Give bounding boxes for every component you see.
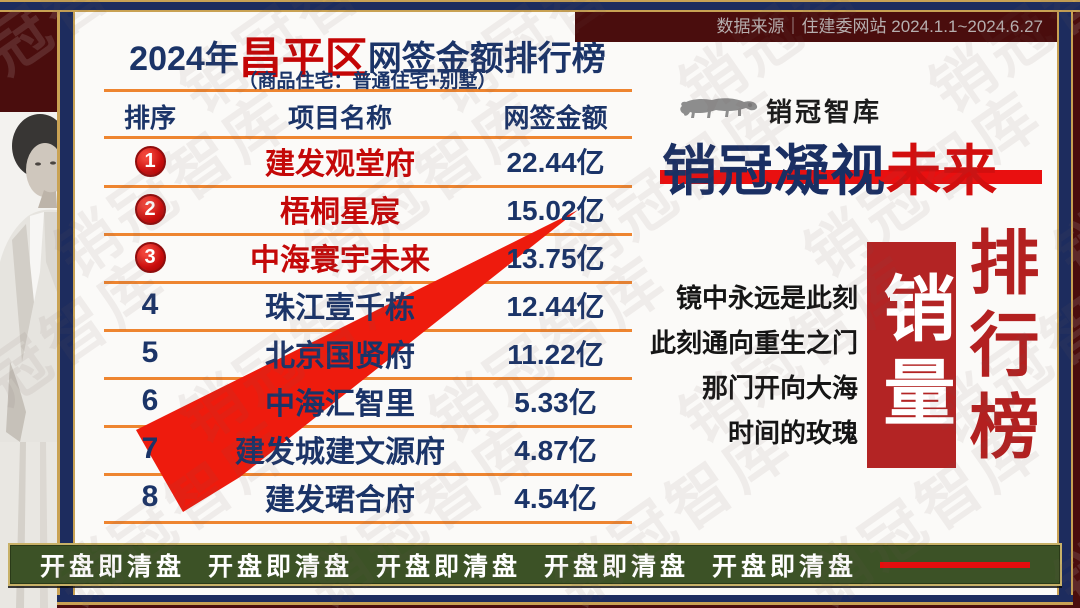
slogan-main-text: 销冠凝视: [662, 140, 887, 202]
page-subtitle: （商品住宅：普通住宅+别墅）: [238, 71, 497, 92]
table-row: 7 建发城建文源府 4.87亿: [100, 425, 636, 473]
rank-badge: 2: [134, 193, 166, 225]
page-title: 2024年昌平区网签金额排行榜: [95, 24, 640, 86]
leopard-logo-icon: [680, 98, 758, 118]
slogan-underline-bar: [660, 170, 1042, 184]
poem-line: 此刻通向重生之门: [649, 328, 858, 358]
project-name: 中海寰宇未来: [250, 244, 430, 277]
table-row: 1 建发观堂府 22.44亿: [100, 137, 636, 185]
poem-line: 那门开向大海: [701, 373, 858, 403]
footer-red-line: [880, 561, 1030, 568]
bottom-frame-border: [57, 595, 1073, 605]
footer-slogan: 开盘即清盘: [40, 553, 186, 581]
column-header-rank: 排序: [123, 102, 176, 133]
table-row: 5 北京国贤府 11.22亿: [100, 329, 636, 377]
column-header-name: 项目名称: [287, 102, 392, 133]
footer-slogan: 开盘即清盘: [544, 553, 690, 581]
rank-number: 7: [141, 432, 159, 465]
project-name: 建发观堂府: [265, 148, 415, 181]
rank-number: 8: [141, 480, 159, 513]
table-divider: [104, 136, 632, 139]
sales-red-box: 销量: [867, 242, 956, 468]
signed-amount: 11.22亿: [507, 339, 604, 370]
top-frame-band: [0, 0, 1080, 12]
footer-slogan: 开盘即清盘: [376, 553, 522, 581]
right-frame-border: [1057, 12, 1073, 604]
project-name: 珠江壹千栋: [265, 292, 415, 325]
project-name: 梧桐星宸: [280, 196, 400, 229]
signed-amount: 15.02亿: [506, 195, 605, 226]
rank-number: 4: [141, 288, 159, 321]
table-row: 8 建发珺合府 4.54亿: [100, 473, 636, 521]
rank-badge: 1: [134, 145, 166, 177]
table-header-row: 排序 项目名称 网签金额: [100, 96, 636, 136]
slogan-accent-text: 未来: [886, 140, 999, 202]
signed-amount: 22.44亿: [506, 147, 605, 178]
table-row: 6 中海汇智里 5.33亿: [100, 377, 636, 425]
footer-slogan: 开盘即清盘: [712, 553, 858, 581]
sales-box-text: 销量: [872, 271, 952, 439]
poem-line: 时间的玫瑰: [727, 418, 858, 448]
footer-slogan: 开盘即清盘: [208, 553, 354, 581]
signed-amount: 13.75亿: [506, 243, 605, 274]
rank-number: 5: [141, 336, 159, 369]
project-name: 中海汇智里: [265, 388, 415, 421]
project-name: 建发城建文源府: [235, 436, 445, 469]
rank-badge: 3: [134, 241, 166, 273]
table-row: 2 梧桐星宸 15.02亿: [100, 185, 636, 233]
table-divider: [104, 89, 632, 92]
signed-amount: 4.54亿: [514, 483, 597, 514]
table-row: 3 中海寰宇未来 13.75亿: [100, 233, 636, 281]
title-year: 2024年: [129, 40, 239, 78]
brand-slogan: 销冠凝视未来: [662, 126, 998, 206]
signed-amount: 4.87亿: [514, 435, 597, 466]
left-frame-border: [57, 12, 75, 604]
title-suffix: 网签金额排行榜: [367, 40, 606, 78]
ranking-vertical-text: 排行榜: [960, 226, 1038, 472]
signed-amount: 12.44亿: [506, 291, 605, 322]
table-row: 4 珠江壹千栋 12.44亿: [100, 281, 636, 329]
footer-banner: 开盘即清盘 开盘即清盘 开盘即清盘 开盘即清盘 开盘即清盘: [8, 543, 1062, 586]
table-divider: [104, 185, 632, 188]
poem-line: 镜中永远是此刻: [675, 283, 858, 313]
column-header-amount: 网签金额: [503, 102, 608, 133]
project-name: 建发珺合府: [265, 484, 415, 517]
table-divider: [104, 521, 632, 524]
brand-logo-text: 销冠智库: [766, 97, 883, 127]
portrait-photo: [0, 112, 57, 608]
signed-amount: 5.33亿: [514, 387, 597, 418]
rank-number: 6: [141, 384, 159, 417]
project-name: 北京国贤府: [265, 340, 415, 373]
poem-block: 镜中永远是此刻 此刻通向重生之门 那门开向大海 时间的玫瑰: [620, 276, 858, 456]
title-district: 昌平区: [238, 35, 368, 83]
data-source-text: 数据来源｜住建委网站 2024.1.1~2024.6.27: [575, 12, 1057, 42]
